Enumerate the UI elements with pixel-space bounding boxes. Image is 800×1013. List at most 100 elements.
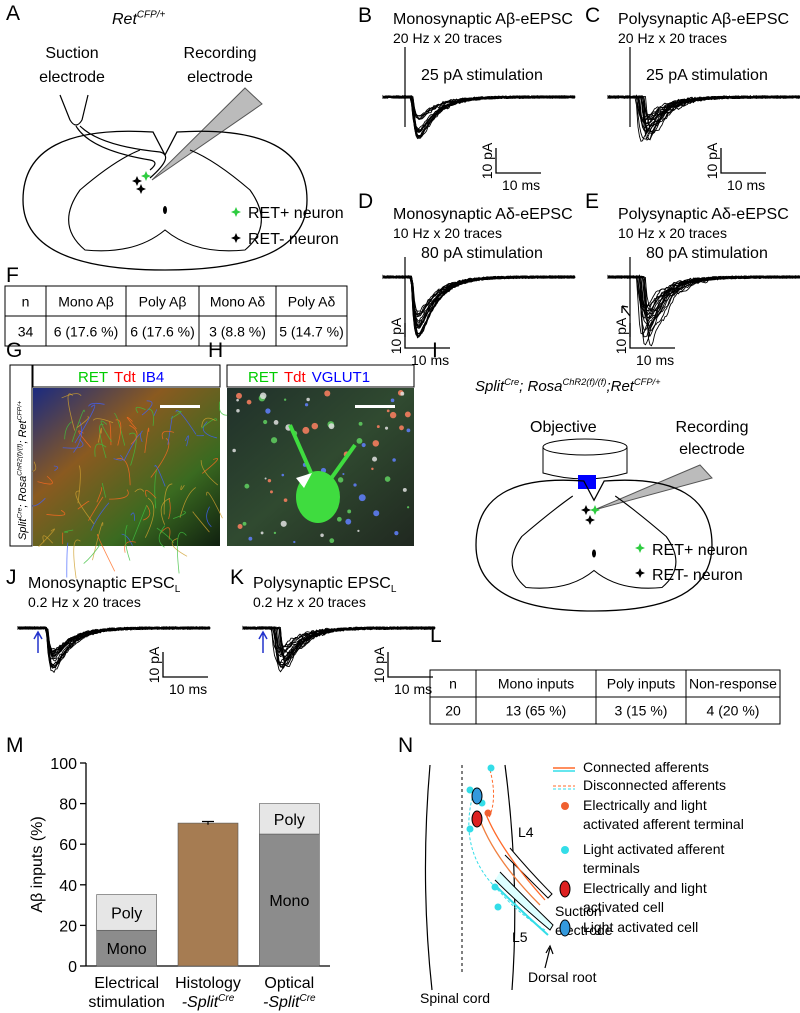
puncta: [242, 521, 247, 526]
ret-positive-neuron: [141, 171, 151, 181]
fiber: [113, 454, 124, 461]
text-part: -Split: [263, 994, 300, 1011]
trace-protocol: 10 Hz x 20 traces: [618, 225, 727, 241]
puncta: [265, 408, 271, 414]
trace: [607, 275, 800, 338]
legend-label: RET- neuron: [248, 231, 339, 248]
fiber: [53, 465, 59, 471]
scale-y-label: 10 pA: [371, 646, 387, 683]
puncta: [283, 498, 288, 502]
puncta: [244, 483, 250, 489]
superscript: ChR2(f)/(f): [563, 377, 607, 387]
bar-segment: [177, 822, 239, 967]
puncta: [281, 473, 285, 477]
puncta: [237, 524, 243, 529]
x-tick-label: -SplitCre: [182, 993, 235, 1011]
superscript: ChR2(f)/(f): [17, 444, 24, 476]
fiber: [73, 421, 83, 453]
y-axis-label: Aβ inputs (%): [29, 816, 46, 912]
scale-y-label: 10 pA: [704, 142, 720, 179]
fiber: [156, 527, 174, 544]
legend-cell: [559, 880, 571, 898]
stain-label: VGLUT1: [312, 369, 370, 386]
fiber: [62, 439, 84, 449]
objective-label: Objective: [530, 419, 597, 436]
legend-label: activated cell: [583, 899, 664, 915]
fiber: [161, 430, 175, 440]
puncta: [264, 477, 267, 480]
light-terminal: [491, 883, 499, 891]
error-bar: [202, 820, 214, 825]
fiber: [147, 408, 154, 426]
trace: [607, 95, 800, 125]
y-tick-label: 0: [68, 959, 77, 976]
x-tick-label: Histology: [175, 975, 241, 992]
fiber: [77, 465, 81, 504]
panel-label: J: [6, 566, 17, 589]
puncta: [342, 472, 345, 476]
fiber: [140, 430, 143, 443]
segment-label: Poly: [274, 812, 305, 829]
scale-x-label: 10 ms: [411, 352, 449, 368]
bar-segment: [259, 803, 320, 835]
ret-negative-neuron: [136, 184, 146, 194]
fiber: [38, 528, 55, 548]
legend-label: activated afferent terminal: [583, 816, 744, 832]
puncta: [358, 421, 363, 426]
trace-title: Monosynaptic Aδ-eEPSC: [393, 206, 573, 223]
fiber: [83, 544, 101, 564]
puncta: [283, 398, 287, 401]
connected-afferent: [484, 811, 546, 901]
puncta: [329, 538, 335, 544]
segment-label: Mono: [269, 893, 309, 910]
stain-label: Tdt: [284, 369, 307, 386]
fiber: [168, 498, 171, 520]
fiber: [90, 502, 110, 531]
panel-label: D: [358, 190, 373, 213]
fiber: [37, 475, 53, 485]
puncta: [337, 477, 344, 483]
dorsal-root: [494, 871, 554, 931]
puncta: [345, 518, 352, 525]
trace: [382, 275, 576, 318]
fiber: [206, 506, 212, 528]
suction-electrode: [59, 94, 156, 171]
scale-bar: [387, 652, 433, 678]
puncta: [386, 409, 390, 413]
puncta: [306, 397, 310, 402]
ret-negative-neuron: [581, 505, 591, 515]
pointer-arrow: [544, 944, 554, 969]
stain-label: RET: [248, 369, 278, 386]
superscript: CFP/+: [634, 377, 661, 387]
fiber: [160, 497, 171, 525]
stimulus-label: 25 pA stimulation: [646, 67, 768, 84]
light-source: [578, 475, 596, 489]
table-cell: 3 (8.8 %): [209, 323, 266, 339]
table-cell: 20: [445, 702, 461, 718]
fiber: [141, 400, 153, 416]
puncta: [270, 490, 273, 494]
disconnected-afferent: [468, 787, 546, 931]
legend-label: Light activated afferent: [583, 841, 725, 857]
table-cell: 3 (15 %): [615, 702, 668, 718]
legend-cell: [559, 919, 571, 937]
fiber: [124, 541, 136, 553]
legend-label: Electrically and light: [583, 797, 707, 813]
subscript: L: [175, 584, 181, 595]
scale-y-label: 10 pA: [146, 646, 162, 683]
fiber: [76, 416, 90, 429]
light-terminal: [494, 903, 502, 911]
fiber: [144, 497, 155, 538]
legend-dot: [561, 802, 569, 810]
x-tick-label: stimulation: [88, 994, 164, 1011]
scale-y-label: 10 pA: [388, 317, 404, 354]
puncta: [389, 411, 397, 419]
puncta: [400, 391, 405, 396]
table-header: Mono inputs: [498, 675, 574, 691]
puncta: [267, 478, 272, 483]
connected-afferent: [494, 884, 549, 936]
legend-label: RET+ neuron: [652, 542, 748, 559]
panel-label: C: [585, 4, 600, 27]
table-header: Mono Aβ: [58, 293, 114, 309]
